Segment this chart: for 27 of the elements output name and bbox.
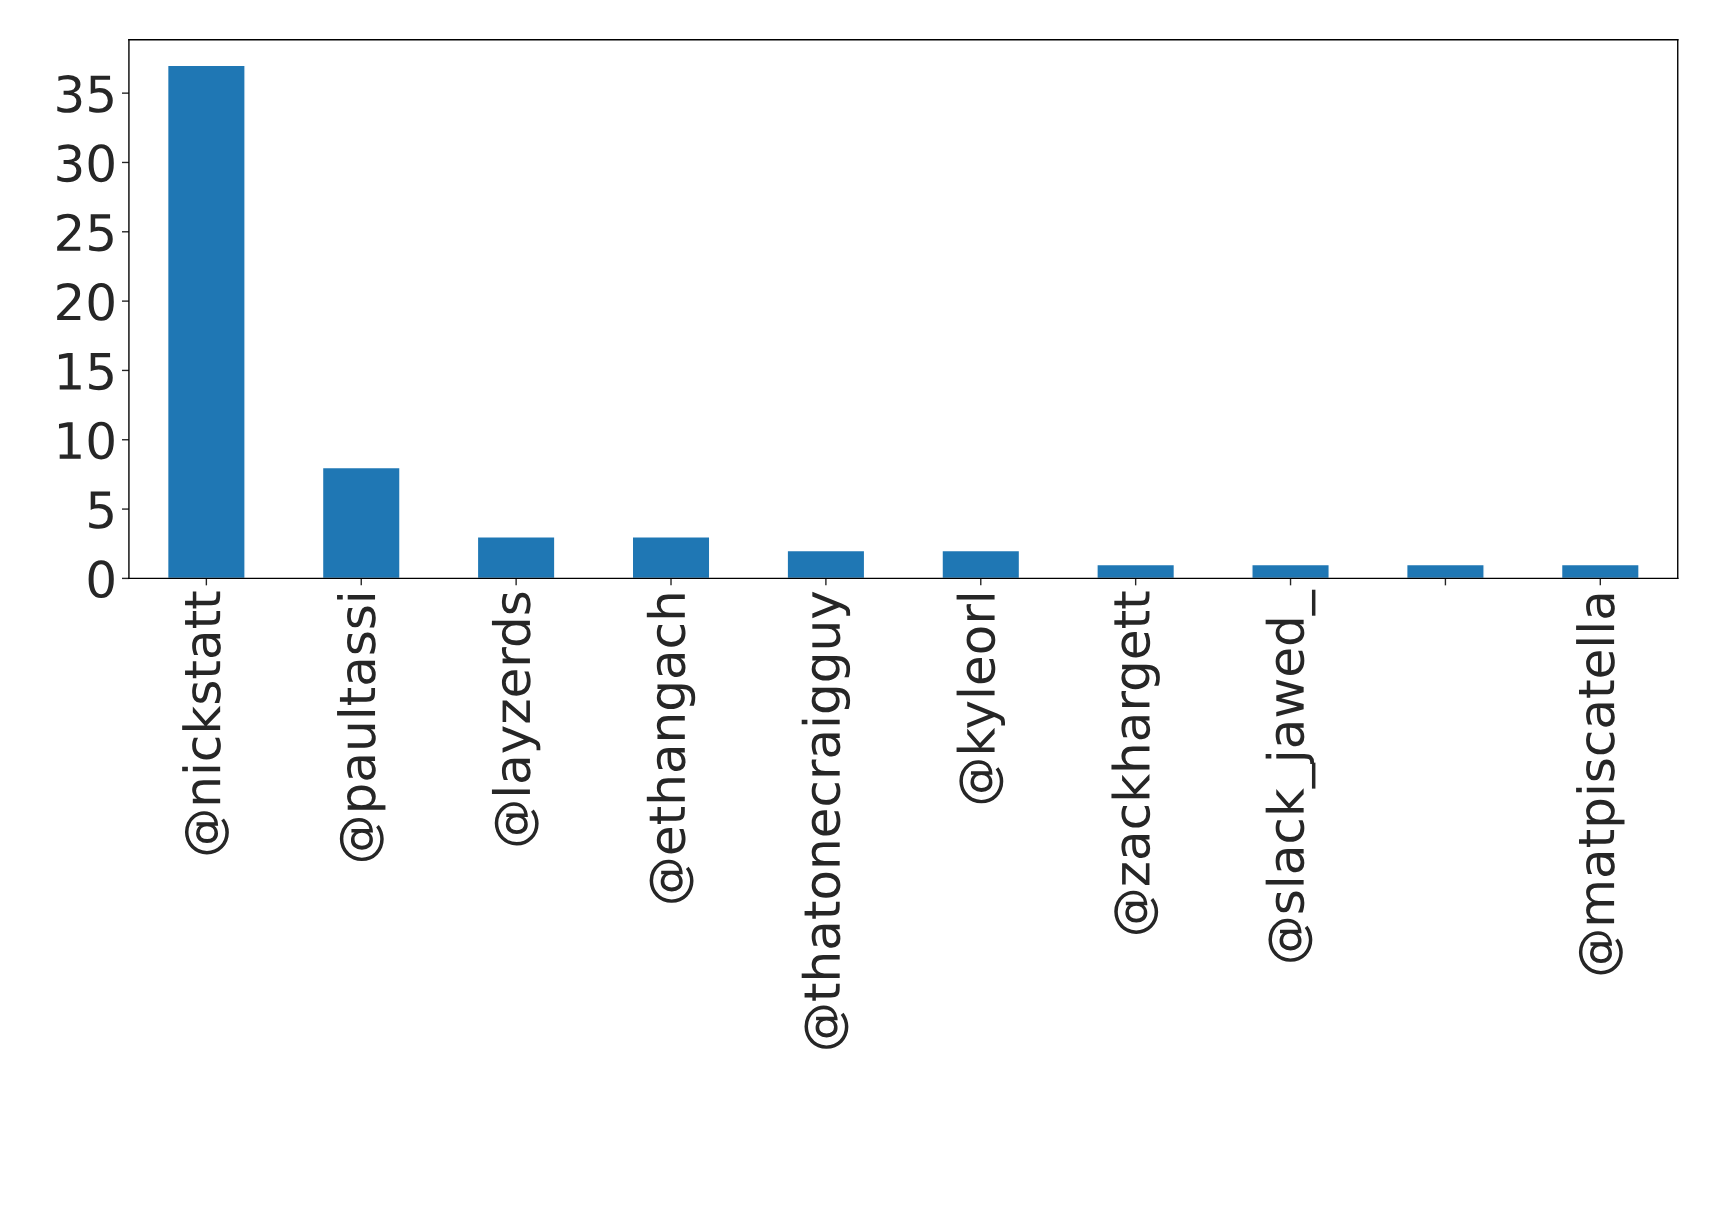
x-tick-label: @slack_jawed_: [1265, 589, 1316, 962]
bar: [1096, 563, 1176, 579]
y-tick-label: 10: [58, 421, 114, 460]
bar: [1560, 563, 1640, 579]
bar: [1406, 563, 1485, 579]
x-tick-label: @kyleorl: [956, 594, 1005, 804]
x-tick-label: @ethangach: [646, 594, 696, 903]
y-tick-label: 35: [57, 75, 113, 113]
x-tick-label: @layzerds: [491, 592, 541, 846]
y-tick-label: 30: [57, 144, 114, 183]
bar: [631, 536, 711, 579]
x-tick-label: @paultassi: [337, 594, 386, 862]
bar: [1251, 563, 1330, 579]
bar: [166, 64, 246, 579]
x-tick-label: @matpiscatella: [1576, 594, 1625, 975]
x-tick-label: @thatonecraigguy: [801, 591, 851, 1049]
y-tick-label: 20: [57, 283, 114, 321]
bar: [941, 549, 1021, 579]
x-tick-label: @zackhargett: [1111, 591, 1160, 934]
y-tick-label: 5: [89, 491, 113, 529]
x-tick-label: @nickstatt: [182, 591, 229, 855]
bar: [476, 536, 556, 579]
y-tick-label: 15: [58, 352, 113, 391]
y-tick-label: 25: [57, 213, 113, 252]
bar: [321, 466, 401, 579]
y-tick-label: 0: [88, 560, 114, 599]
bar: [786, 549, 866, 579]
